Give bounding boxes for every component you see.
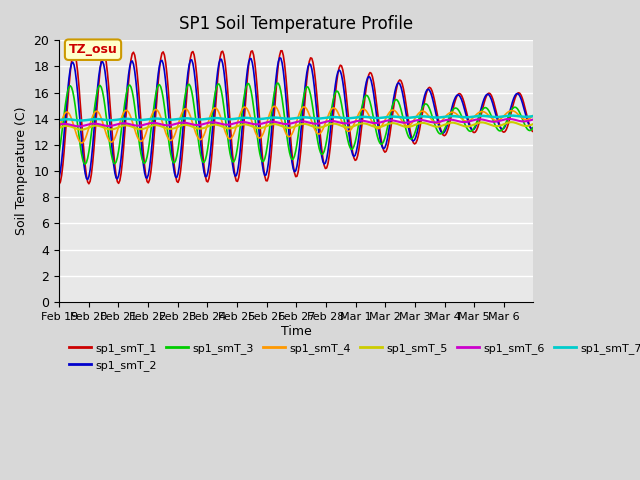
sp1_smT_4 — [77, 140, 85, 146]
sp1_smT_4 — [530, 112, 538, 118]
sp1_smT_5 — [77, 127, 85, 132]
sp1_smT_6 — [529, 117, 536, 122]
sp1_smT_1 — [86, 179, 94, 184]
sp1_smT_7 — [530, 113, 538, 119]
sp1_smT_1 — [55, 181, 63, 187]
sp1_smT_3 — [81, 161, 89, 167]
sp1_smT_3 — [72, 103, 79, 109]
sp1_smT_5 — [508, 119, 515, 125]
sp1_smT_2 — [396, 81, 404, 87]
sp1_smT_3 — [88, 131, 95, 137]
Line: sp1_smT_3: sp1_smT_3 — [59, 83, 534, 164]
Line: sp1_smT_7: sp1_smT_7 — [59, 116, 534, 120]
sp1_smT_3 — [467, 129, 474, 134]
sp1_smT_5 — [301, 121, 308, 127]
Line: sp1_smT_1: sp1_smT_1 — [59, 51, 534, 184]
sp1_smT_6 — [301, 119, 308, 124]
sp1_smT_2 — [84, 177, 92, 182]
sp1_smT_2 — [276, 55, 284, 60]
sp1_smT_7 — [88, 117, 95, 122]
sp1_smT_6 — [395, 119, 403, 125]
sp1_smT_4 — [55, 126, 63, 132]
sp1_smT_6 — [505, 116, 513, 122]
sp1_smT_2 — [55, 175, 63, 180]
Line: sp1_smT_5: sp1_smT_5 — [59, 122, 534, 130]
sp1_smT_7 — [529, 113, 536, 119]
Line: sp1_smT_6: sp1_smT_6 — [59, 119, 534, 126]
sp1_smT_4 — [271, 103, 278, 109]
Y-axis label: Soil Temperature (C): Soil Temperature (C) — [15, 107, 28, 235]
Text: TZ_osu: TZ_osu — [68, 43, 117, 56]
sp1_smT_7 — [77, 118, 85, 123]
sp1_smT_1 — [530, 129, 538, 135]
sp1_smT_2 — [467, 125, 474, 131]
sp1_smT_7 — [301, 114, 308, 120]
sp1_smT_4 — [396, 114, 404, 120]
sp1_smT_3 — [55, 150, 63, 156]
sp1_smT_6 — [88, 121, 95, 127]
sp1_smT_1 — [301, 105, 308, 110]
sp1_smT_5 — [395, 121, 403, 127]
sp1_smT_3 — [529, 126, 536, 132]
sp1_smT_4 — [467, 117, 474, 123]
sp1_smT_6 — [465, 119, 473, 124]
Title: SP1 Soil Temperature Profile: SP1 Soil Temperature Profile — [179, 15, 413, 33]
sp1_smT_7 — [465, 114, 473, 120]
Line: sp1_smT_2: sp1_smT_2 — [59, 58, 534, 180]
sp1_smT_6 — [530, 117, 538, 122]
sp1_smT_5 — [72, 125, 79, 131]
sp1_smT_6 — [55, 122, 63, 128]
sp1_smT_5 — [55, 125, 63, 131]
sp1_smT_4 — [529, 113, 536, 119]
sp1_smT_1 — [72, 52, 79, 58]
sp1_smT_1 — [278, 48, 286, 54]
sp1_smT_5 — [465, 123, 473, 129]
sp1_smT_3 — [302, 86, 310, 92]
sp1_smT_1 — [527, 126, 535, 132]
sp1_smT_2 — [530, 125, 538, 131]
sp1_smT_1 — [395, 79, 403, 84]
sp1_smT_5 — [529, 121, 536, 127]
sp1_smT_3 — [396, 102, 404, 108]
sp1_smT_6 — [75, 123, 83, 129]
X-axis label: Time: Time — [281, 324, 312, 337]
sp1_smT_4 — [88, 117, 95, 123]
sp1_smT_7 — [508, 113, 515, 119]
sp1_smT_4 — [72, 128, 79, 133]
sp1_smT_5 — [530, 121, 538, 127]
Legend: sp1_smT_1, sp1_smT_2, sp1_smT_3, sp1_smT_4, sp1_smT_5, sp1_smT_6, sp1_smT_7: sp1_smT_1, sp1_smT_2, sp1_smT_3, sp1_smT… — [65, 339, 640, 375]
Line: sp1_smT_4: sp1_smT_4 — [59, 106, 534, 143]
sp1_smT_6 — [72, 123, 79, 129]
sp1_smT_7 — [55, 117, 63, 123]
sp1_smT_3 — [273, 80, 281, 86]
sp1_smT_5 — [88, 124, 95, 130]
sp1_smT_4 — [302, 105, 310, 110]
sp1_smT_3 — [530, 124, 538, 130]
sp1_smT_1 — [465, 120, 473, 125]
sp1_smT_7 — [395, 114, 403, 120]
sp1_smT_2 — [302, 79, 310, 84]
sp1_smT_2 — [72, 69, 79, 74]
sp1_smT_2 — [529, 126, 536, 132]
sp1_smT_2 — [88, 157, 95, 163]
sp1_smT_7 — [72, 117, 79, 123]
